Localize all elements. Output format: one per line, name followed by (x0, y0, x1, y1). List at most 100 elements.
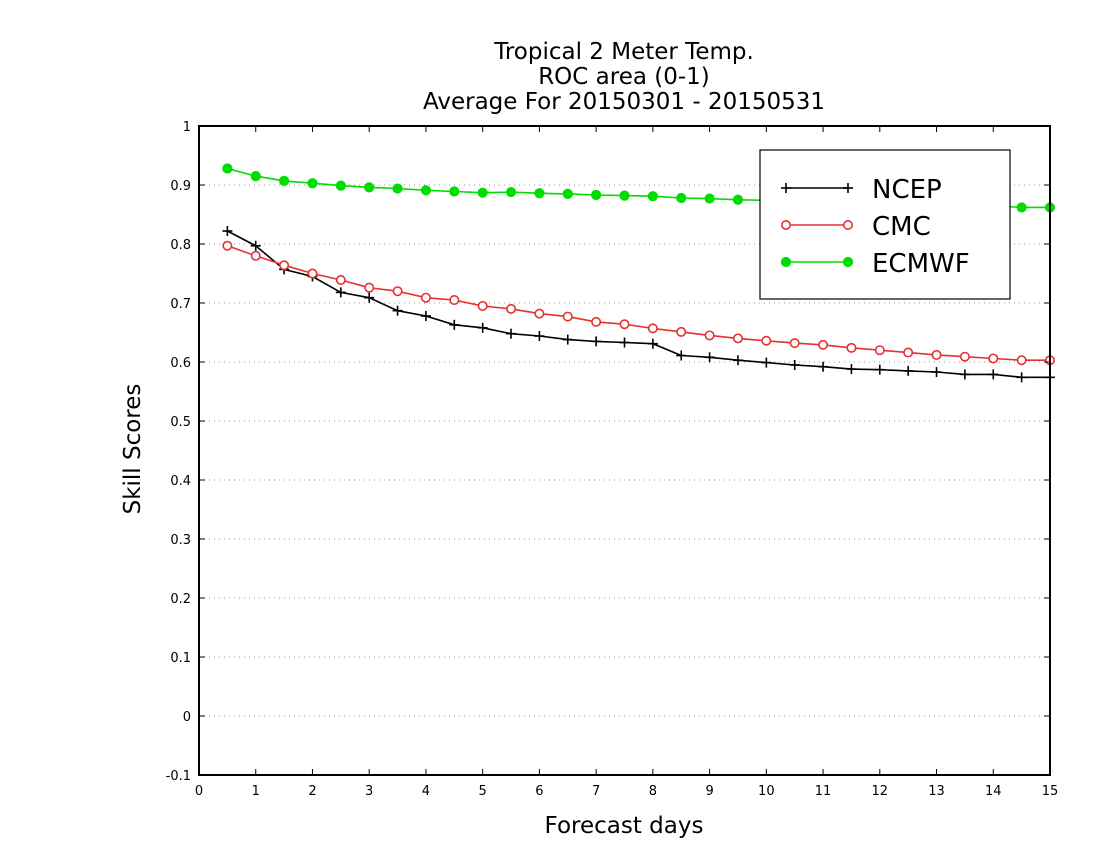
data-point-ecmwf (420, 185, 432, 196)
data-point-ecmwf (732, 194, 744, 205)
y-tick-label: 0.1 (170, 651, 191, 666)
data-point-ncep (1016, 372, 1027, 383)
data-point-ncep (676, 350, 687, 361)
x-tick-label: 1 (252, 784, 260, 799)
data-point-ncep (988, 369, 999, 380)
x-tick-label: 10 (758, 784, 775, 799)
x-tick-label: 4 (422, 784, 430, 799)
chart-title: Tropical 2 Meter Temp. ROC area (0-1) Av… (423, 39, 825, 115)
x-tick-label: 8 (649, 784, 657, 799)
plot-frame (198, 125, 1051, 776)
title-line-2: ROC area (0-1) (538, 64, 710, 90)
y-tick-label: 0.3 (170, 533, 191, 548)
legend-marker-cmc (842, 220, 853, 231)
data-point-ncep (732, 355, 743, 366)
data-point-ncep (647, 338, 658, 349)
axis-ticks: -0.100.10.20.30.40.50.60.70.80.910 1 2 3 4 5 6… (166, 120, 1059, 799)
x-tick-label: 5 (479, 784, 487, 799)
data-point-ncep (931, 367, 942, 378)
data-point-cmc (562, 311, 573, 322)
data-point-cmc (732, 333, 743, 344)
data-point-ncep (619, 337, 630, 348)
data-point-cmc (846, 342, 857, 353)
x-tick-label: 9 (705, 784, 713, 799)
data-point-ncep (874, 364, 885, 375)
x-tick-label: 11 (815, 784, 832, 799)
data-point-cmc (874, 345, 885, 356)
data-point-cmc (506, 303, 517, 314)
data-point-cmc (250, 250, 261, 261)
x-tick-label: 14 (985, 784, 1002, 799)
data-point-ncep (761, 357, 772, 368)
y-tick-label: 0.7 (170, 297, 191, 312)
data-point-ncep (818, 361, 829, 372)
legend-label-ncep: NCEP (872, 175, 942, 205)
data-point-cmc (818, 339, 829, 350)
legend-marker-ncep (843, 183, 853, 193)
data-point-ncep (392, 305, 403, 316)
x-tick-label: 13 (928, 784, 945, 799)
data-point-cmc (647, 323, 658, 334)
data-point-ecmwf (676, 192, 687, 204)
data-point-cmc (364, 282, 375, 293)
data-point-ecmwf (307, 178, 318, 189)
x-tick-label: 3 (365, 784, 373, 799)
x-tick-label: 12 (872, 784, 889, 799)
data-point-cmc (676, 326, 687, 337)
data-point-ecmwf (279, 175, 290, 186)
y-tick-label: 0.5 (170, 415, 191, 430)
data-point-ncep (449, 319, 460, 330)
data-point-ncep (846, 364, 857, 375)
data-point-cmc (392, 286, 403, 297)
title-line-1: Tropical 2 Meter Temp. (493, 39, 754, 65)
data-point-ncep (562, 334, 573, 345)
data-point-ncep (789, 359, 800, 370)
y-axis-title: Skill Scores (120, 384, 146, 515)
data-point-cmc (988, 353, 999, 364)
data-point-ecmwf (364, 182, 375, 193)
data-point-cmc (534, 308, 545, 319)
data-point-ncep (477, 322, 488, 333)
data-point-cmc (449, 295, 460, 306)
data-point-ecmwf (477, 187, 488, 198)
x-tick-label: 7 (592, 784, 600, 799)
y-tick-label: 0.2 (170, 592, 191, 607)
legend: NCEP CMC ECMWF (759, 149, 1011, 300)
x-tick-label: 2 (308, 784, 316, 799)
data-point-cmc (619, 319, 630, 330)
data-point-ecmwf (562, 188, 573, 199)
series-cmc (222, 240, 1056, 366)
data-point-cmc (279, 260, 290, 271)
data-point-cmc (420, 292, 431, 303)
data-point-cmc (335, 274, 346, 285)
data-point-cmc (931, 349, 942, 360)
legend-label-ecmwf: ECMWF (872, 249, 970, 279)
data-point-ecmwf (250, 171, 261, 182)
legend-marker-ecmwf (842, 256, 854, 268)
legend-marker-cmc (780, 220, 791, 231)
data-point-ncep (903, 365, 914, 376)
data-point-ecmwf (505, 186, 517, 198)
data-point-ecmwf (392, 183, 403, 194)
legend-label-cmc: CMC (872, 212, 931, 242)
data-point-ncep (222, 226, 233, 237)
x-tick-label: 6 (535, 784, 543, 799)
y-tick-label: 0.9 (170, 179, 191, 194)
data-point-ncep (591, 336, 602, 347)
data-point-ecmwf (222, 163, 233, 174)
data-point-cmc (789, 338, 800, 349)
data-point-cmc (591, 316, 602, 327)
data-point-cmc (222, 240, 233, 251)
data-point-ncep (364, 292, 375, 303)
x-tick-label: 0 (195, 784, 203, 799)
data-point-ecmwf (591, 189, 602, 201)
data-point-cmc (1016, 355, 1027, 366)
data-point-cmc (477, 300, 488, 311)
data-point-ncep (534, 331, 545, 342)
data-point-ecmwf (534, 188, 545, 199)
data-point-ncep (420, 310, 431, 321)
data-point-ncep (250, 240, 261, 251)
data-point-ncep (335, 287, 346, 298)
x-tick-label: 15 (1042, 784, 1059, 799)
